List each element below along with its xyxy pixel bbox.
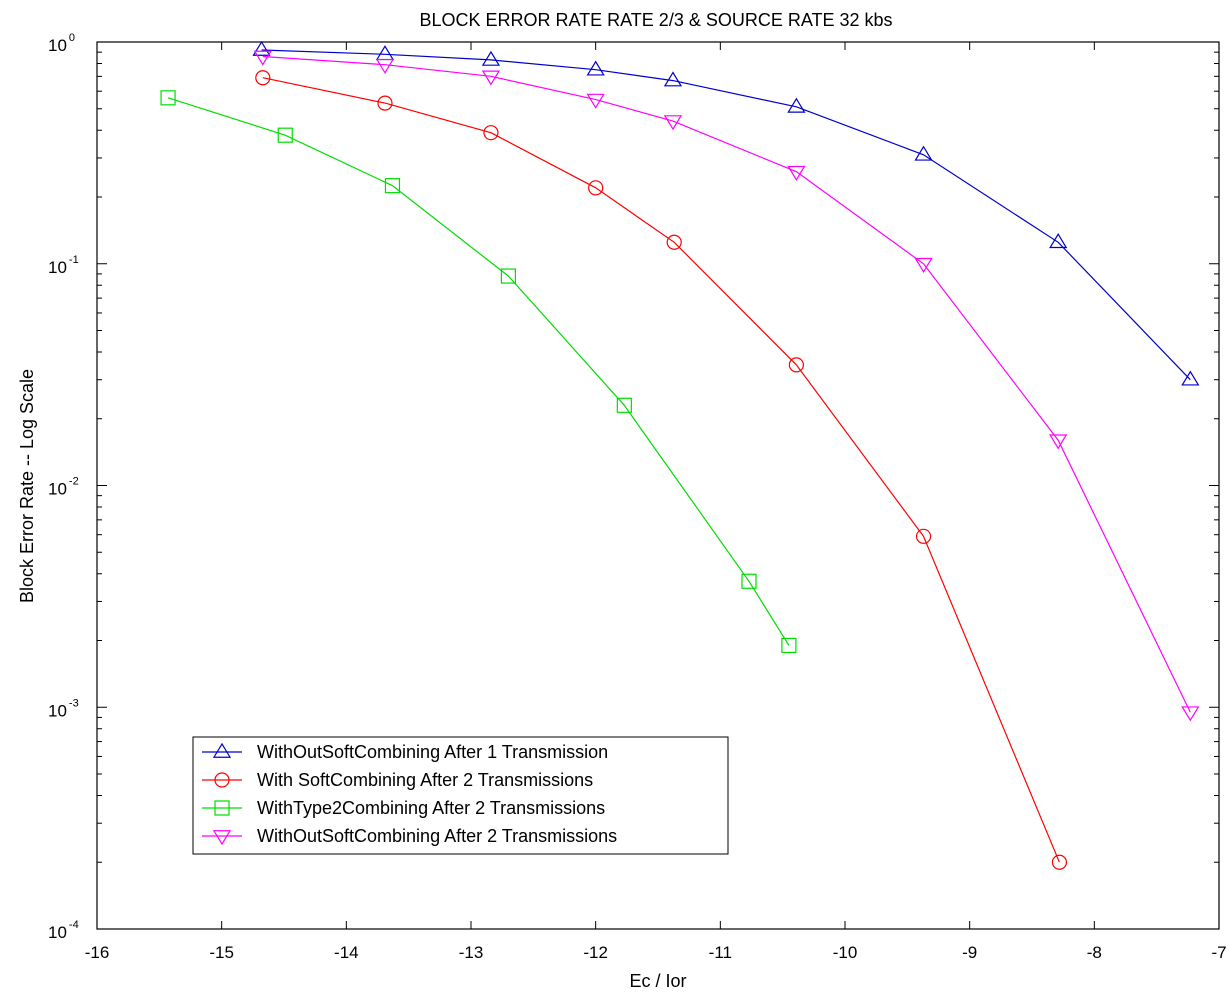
data-point	[741, 573, 757, 589]
y-tick-exponent: -2	[69, 476, 79, 488]
chart-title: BLOCK ERROR RATE RATE 2/3 & SOURCE RATE …	[419, 10, 892, 30]
y-tick-label: 10 -1	[48, 254, 79, 277]
data-point	[375, 58, 395, 74]
data-point	[788, 357, 804, 373]
series-2	[160, 90, 797, 654]
legend-entry: WithType2Combining After 2 Transmissions	[202, 798, 605, 818]
legend-entry: WithOutSoftCombining After 2 Transmissio…	[202, 826, 617, 846]
x-tick-label: -11	[709, 943, 732, 962]
legend-marker	[214, 800, 230, 816]
data-point	[160, 90, 176, 106]
x-tick-label: -16	[85, 943, 110, 962]
legend-entry: WithOutSoftCombining After 1 Transmissio…	[202, 742, 608, 762]
legend-marker	[214, 772, 230, 788]
legend-marker	[212, 830, 232, 846]
y-tick-label: 10 -2	[48, 476, 79, 499]
legend-label: WithType2Combining After 2 Transmissions	[257, 798, 605, 818]
series-line	[167, 97, 790, 646]
y-tick-base: 10	[48, 923, 67, 942]
y-tick-base: 10	[48, 258, 67, 277]
series-line	[262, 77, 1060, 863]
data-point	[588, 180, 604, 196]
x-tick-label: -15	[209, 943, 234, 962]
series-3	[253, 50, 1200, 722]
y-tick-base: 10	[48, 701, 67, 720]
data-point	[1051, 854, 1068, 870]
data-point	[375, 45, 395, 61]
data-point	[255, 70, 271, 86]
x-tick-label: -10	[833, 943, 858, 962]
y-tick-label: 10 -4	[48, 919, 79, 942]
data-point	[787, 165, 806, 181]
data-point	[481, 70, 501, 86]
series-line	[262, 55, 1191, 713]
data-point	[483, 125, 499, 141]
data-point	[481, 50, 501, 66]
data-point	[914, 257, 933, 273]
legend-label: With SoftCombining After 2 Transmissions	[257, 770, 593, 790]
y-tick-exponent: -4	[69, 919, 79, 931]
series-0	[252, 40, 1200, 386]
data-point	[1181, 706, 1200, 722]
data-point	[666, 234, 682, 250]
data-point	[781, 637, 797, 654]
data-point	[252, 40, 271, 56]
data-point	[586, 60, 605, 76]
data-point	[1049, 233, 1068, 249]
data-point	[253, 50, 272, 66]
series-layer	[160, 40, 1200, 870]
data-point	[787, 97, 806, 113]
data-point	[616, 397, 632, 413]
data-point	[384, 178, 401, 194]
y-tick-label: 10 -3	[48, 697, 79, 720]
data-point	[663, 115, 683, 131]
legend-label: WithOutSoftCombining After 1 Transmissio…	[257, 742, 608, 762]
legend: WithOutSoftCombining After 1 Transmissio…	[192, 736, 729, 855]
y-axis-label: Block Error Rate -- Log Scale	[17, 369, 37, 603]
series-line	[261, 49, 1191, 381]
x-tick-label: -14	[334, 943, 359, 962]
y-tick-exponent: -3	[69, 697, 79, 709]
data-point	[500, 268, 516, 284]
legend-marker	[212, 742, 232, 758]
x-tick-label: -7	[1211, 943, 1226, 962]
x-tick-label: -8	[1087, 943, 1102, 962]
data-point	[914, 145, 933, 161]
legend-box	[192, 736, 729, 855]
data-point	[377, 95, 393, 111]
legend-entry: With SoftCombining After 2 Transmissions	[202, 770, 593, 790]
data-point	[277, 127, 293, 143]
data-point	[1049, 434, 1068, 450]
x-tick-label: -9	[962, 943, 977, 962]
y-tick-base: 10	[48, 480, 67, 499]
y-tick-exponent: 0	[69, 32, 75, 44]
y-tick-base: 10	[48, 36, 67, 55]
y-tick-label: 10 0	[48, 32, 75, 55]
data-point	[1181, 370, 1200, 386]
x-axis-ticks: -16 -15 -14 -13 -12 -11 -10 -9 -8 -7	[85, 42, 1227, 962]
x-axis-label: Ec / Ior	[629, 971, 686, 991]
series-1	[255, 70, 1068, 870]
data-point	[915, 528, 932, 544]
x-tick-label: -13	[459, 943, 484, 962]
y-tick-exponent: -1	[69, 254, 79, 266]
legend-label: WithOutSoftCombining After 2 Transmissio…	[257, 826, 617, 846]
x-tick-label: -12	[583, 943, 608, 962]
data-point	[663, 71, 683, 87]
data-point	[586, 93, 605, 109]
